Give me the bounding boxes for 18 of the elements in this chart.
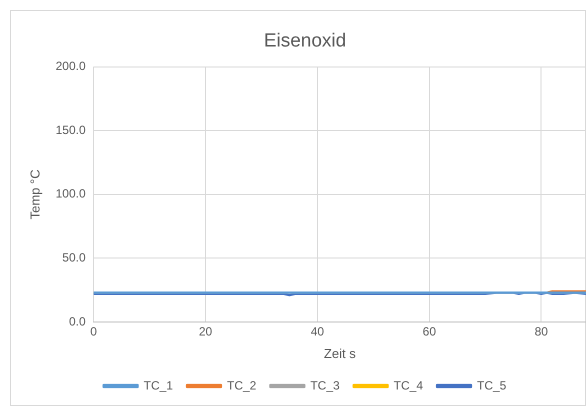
y-tick-label: 0.0 [68, 314, 86, 328]
legend-label: TC_2 [226, 378, 257, 392]
legend-label: TC_5 [477, 378, 507, 392]
chart-title: Eisenoxid [264, 30, 346, 52]
y-tick-label: 150.0 [56, 122, 86, 137]
legend-label: TC_3 [310, 378, 340, 392]
x-tick-label: 80 [534, 324, 548, 339]
y-tick-label: 200.0 [56, 59, 86, 74]
x-axis-title: Zeit s [324, 346, 356, 361]
legend-label: TC_4 [394, 378, 424, 392]
x-tick-label: 0 [90, 324, 98, 339]
x-tick-label: 20 [198, 324, 213, 339]
y-tick-label: 50.0 [62, 250, 86, 265]
x-tick-label: 40 [310, 324, 324, 339]
y-tick-label: 100.0 [56, 186, 86, 201]
y-axis-title: Temp °C [27, 169, 42, 220]
x-tick-label: 60 [422, 324, 436, 339]
legend-label: TC_1 [144, 378, 174, 392]
